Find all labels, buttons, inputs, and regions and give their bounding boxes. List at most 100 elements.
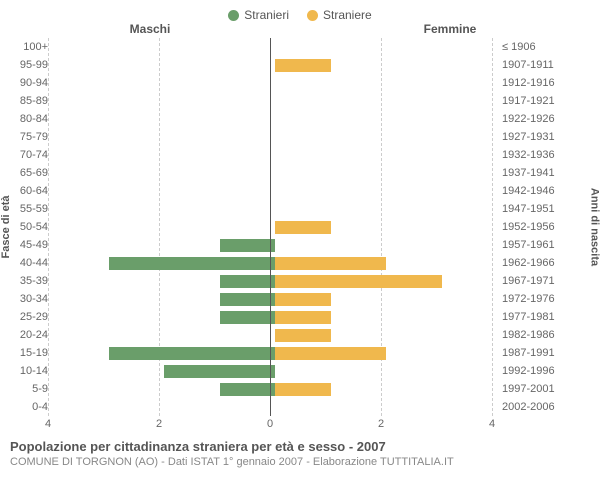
birth-year-label: ≤ 1906 [497, 41, 597, 53]
age-label: 55-59 [0, 203, 53, 215]
female-half [275, 164, 497, 182]
female-half [275, 56, 497, 74]
female-half [275, 236, 497, 254]
age-label: 20-24 [0, 329, 53, 341]
x-tick: 4 [45, 418, 51, 430]
age-label: 25-29 [0, 311, 53, 323]
pyramid-row: 55-59 1947-1951 [0, 200, 600, 218]
female-half [275, 38, 497, 56]
age-label: 30-34 [0, 293, 53, 305]
male-bar [109, 257, 276, 270]
female-swatch [307, 10, 318, 21]
pyramid-row: 50-54 1952-1956 [0, 218, 600, 236]
female-half [275, 398, 497, 416]
chart-subtitle: COMUNE DI TORGNON (AO) - Dati ISTAT 1° g… [10, 456, 590, 468]
female-bar [275, 347, 386, 360]
female-half [275, 254, 497, 272]
pyramid-row: 20-24 1982-1986 [0, 326, 600, 344]
header-male: Maschi [0, 22, 300, 36]
legend: Stranieri Straniere [0, 0, 600, 22]
birth-year-label: 1967-1971 [497, 275, 597, 287]
male-half [53, 56, 275, 74]
birth-year-label: 1937-1941 [497, 167, 597, 179]
x-tick: 4 [489, 418, 495, 430]
male-half [53, 38, 275, 56]
birth-year-label: 1987-1991 [497, 347, 597, 359]
birth-year-label: 1932-1936 [497, 149, 597, 161]
female-half [275, 290, 497, 308]
male-half [53, 272, 275, 290]
female-bar [275, 59, 331, 72]
female-bar [275, 275, 442, 288]
male-bar [220, 383, 276, 396]
age-label: 70-74 [0, 149, 53, 161]
male-bar [109, 347, 276, 360]
x-tick: 2 [378, 418, 384, 430]
birth-year-label: 1982-1986 [497, 329, 597, 341]
female-half [275, 272, 497, 290]
male-half [53, 200, 275, 218]
male-half [53, 308, 275, 326]
female-bar [275, 293, 331, 306]
age-label: 5-9 [0, 383, 53, 395]
female-half [275, 128, 497, 146]
x-axis: 42024 [0, 418, 600, 432]
age-label: 50-54 [0, 221, 53, 233]
pyramid-row: 15-19 1987-1991 [0, 344, 600, 362]
legend-item-male: Stranieri [228, 8, 289, 22]
male-bar [220, 239, 276, 252]
birth-year-label: 1927-1931 [497, 131, 597, 143]
pyramid-row: 90-94 1912-1916 [0, 74, 600, 92]
pyramid-row: 25-29 1977-1981 [0, 308, 600, 326]
male-half [53, 110, 275, 128]
female-half [275, 146, 497, 164]
pyramid-row: 65-69 1937-1941 [0, 164, 600, 182]
age-label: 0-4 [0, 401, 53, 413]
female-bar [275, 311, 331, 324]
pyramid-row: 30-34 1972-1976 [0, 290, 600, 308]
birth-year-label: 1947-1951 [497, 203, 597, 215]
male-half [53, 236, 275, 254]
male-half [53, 362, 275, 380]
chart-title: Popolazione per cittadinanza straniera p… [10, 439, 590, 454]
age-label: 90-94 [0, 77, 53, 89]
age-label: 10-14 [0, 365, 53, 377]
male-half [53, 128, 275, 146]
age-label: 15-19 [0, 347, 53, 359]
female-bar [275, 383, 331, 396]
pyramid-plot: Fasce di età Anni di nascita 100+≤ 19069… [0, 38, 600, 416]
birth-year-label: 1922-1926 [497, 113, 597, 125]
female-half [275, 362, 497, 380]
birth-year-label: 1977-1981 [497, 311, 597, 323]
birth-year-label: 1972-1976 [497, 293, 597, 305]
male-bar [220, 311, 276, 324]
pyramid-row: 5-9 1997-2001 [0, 380, 600, 398]
age-label: 35-39 [0, 275, 53, 287]
age-label: 40-44 [0, 257, 53, 269]
male-half [53, 164, 275, 182]
female-bar [275, 221, 331, 234]
header-female: Femmine [300, 22, 600, 36]
pyramid-row: 85-891917-1921 [0, 92, 600, 110]
chart-footer: Popolazione per cittadinanza straniera p… [0, 432, 600, 468]
male-bar [164, 365, 275, 378]
birth-year-label: 1997-2001 [497, 383, 597, 395]
birth-year-label: 1907-1911 [497, 59, 597, 71]
male-half [53, 380, 275, 398]
female-half [275, 308, 497, 326]
male-half [53, 74, 275, 92]
age-label: 65-69 [0, 167, 53, 179]
birth-year-label: 1952-1956 [497, 221, 597, 233]
male-half [53, 146, 275, 164]
birth-year-label: 1992-1996 [497, 365, 597, 377]
female-half [275, 110, 497, 128]
birth-year-label: 1912-1916 [497, 77, 597, 89]
pyramid-row: 35-39 1967-1971 [0, 272, 600, 290]
female-half [275, 200, 497, 218]
birth-year-label: 2002-2006 [497, 401, 597, 413]
x-axis-ticks: 42024 [48, 418, 492, 432]
age-label: 60-64 [0, 185, 53, 197]
age-label: 95-99 [0, 59, 53, 71]
legend-label-male: Stranieri [244, 8, 289, 22]
legend-label-female: Straniere [323, 8, 372, 22]
